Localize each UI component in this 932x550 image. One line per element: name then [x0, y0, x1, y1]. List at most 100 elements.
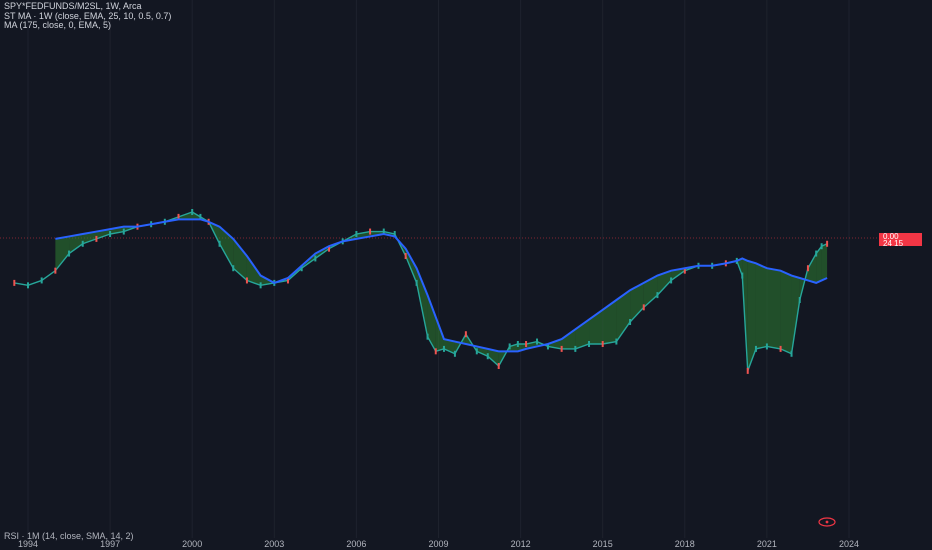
- ma-fill-segment: [233, 238, 247, 281]
- price-point: [754, 345, 757, 352]
- price-point: [393, 231, 396, 237]
- time-axis[interactable]: 1994 1997 2000 2003 2006 2009 2012 2015 2018 2021…: [0, 539, 932, 550]
- ma-fill-segment: [766, 268, 781, 349]
- ma-fill-segment: [55, 236, 70, 271]
- price-point: [404, 253, 407, 259]
- time-axis-tick: 2024: [838, 539, 860, 549]
- ma-fill-segment: [435, 317, 444, 352]
- price-point: [588, 341, 591, 347]
- price-point: [81, 240, 84, 247]
- ma-fill-segment: [110, 226, 124, 234]
- price-point: [426, 333, 429, 340]
- price-point: [218, 240, 221, 247]
- price-point: [40, 277, 43, 284]
- price-point: [434, 348, 437, 355]
- price-point: [68, 250, 71, 257]
- price-point: [122, 228, 125, 235]
- ma-fill-segment: [780, 270, 792, 354]
- ma-fill-segment: [416, 268, 428, 337]
- ma-fill-segment: [487, 348, 499, 366]
- ma-fill-segment: [443, 339, 455, 354]
- price-point: [629, 319, 632, 325]
- price-point: [27, 282, 29, 289]
- price-point: [741, 272, 744, 279]
- ma-fill-segment: [630, 282, 644, 322]
- price-point: [245, 277, 248, 284]
- chart-legend: SPY*FEDFUNDS/M2SL, 1W, Arca ST MA · 1W (…: [4, 1, 172, 31]
- indicator-ma[interactable]: MA (175, close, 0, EMA, 5): [4, 20, 112, 30]
- price-point: [525, 341, 528, 347]
- price-point: [486, 353, 489, 360]
- last-price-badge: 0.00 24 15: [879, 232, 922, 248]
- price-point: [442, 345, 445, 352]
- price-point: [820, 243, 823, 250]
- ma-fill-segment: [509, 344, 518, 352]
- price-point: [464, 331, 467, 338]
- price-point: [95, 235, 98, 242]
- price-point: [826, 240, 829, 247]
- price-point: [746, 367, 749, 374]
- time-axis-tick: 2006: [346, 539, 367, 549]
- ma-fill-segment: [356, 231, 371, 239]
- time-axis-tick: 2021: [756, 539, 777, 549]
- time-axis-tick: 2003: [264, 539, 285, 549]
- price-point: [232, 265, 235, 272]
- time-axis-tick: 1994: [17, 539, 39, 549]
- ma-fill-segment: [791, 275, 800, 354]
- price-point: [475, 348, 478, 355]
- price-point: [382, 228, 385, 235]
- price-point: [815, 250, 818, 257]
- price-point: [656, 292, 659, 299]
- time-axis-tick: 2009: [428, 539, 449, 549]
- price-point: [536, 338, 539, 345]
- price-point: [790, 350, 793, 357]
- ma-fill-segment: [816, 246, 822, 283]
- price-point: [516, 341, 519, 347]
- price-point: [615, 338, 618, 345]
- price-point: [546, 343, 549, 350]
- price-point: [574, 345, 577, 352]
- ma-line: [55, 218, 828, 353]
- time-axis-tick: 2012: [510, 539, 531, 549]
- price-point: [314, 255, 317, 262]
- price-point: [683, 267, 686, 274]
- symbol-title[interactable]: SPY*FEDFUNDS/M2SL, 1W, Arca: [4, 1, 142, 11]
- ma-fill-segment: [246, 256, 261, 286]
- price-point: [286, 277, 289, 284]
- countdown-value: 24 15: [883, 239, 904, 248]
- ma-fill-segment: [643, 275, 658, 308]
- price-point: [355, 231, 358, 237]
- price-point: [109, 231, 112, 237]
- price-point: [199, 213, 202, 220]
- price-point: [508, 343, 511, 350]
- time-axis-tick: 2000: [182, 539, 203, 549]
- price-point: [300, 265, 303, 272]
- price-point: [328, 245, 331, 252]
- ma-fill-segment: [82, 231, 97, 244]
- time-axis-tick: 2018: [674, 539, 695, 549]
- ma-fill-segment: [602, 300, 617, 344]
- price-point: [177, 213, 180, 220]
- price-point: [497, 363, 500, 369]
- price-point: [560, 345, 563, 352]
- ma-fill-segment: [821, 243, 828, 281]
- rsi-indicator-label[interactable]: RSI · 1M (14, close, SMA, 14, 2): [4, 531, 134, 541]
- time-axis-tick: 2015: [592, 539, 613, 549]
- price-point: [798, 297, 801, 303]
- price-point: [779, 345, 782, 352]
- last-price-value: 0.00: [883, 232, 899, 241]
- time-axis-tick: 1997: [100, 539, 121, 549]
- ma-fill-segment: [427, 295, 436, 352]
- price-point: [259, 282, 262, 289]
- ma-fill-segment: [575, 319, 590, 349]
- ma-fill-segment: [657, 270, 672, 296]
- price-point: [601, 341, 604, 347]
- tradingview-logo-icon: [818, 517, 836, 527]
- ma-fill-segment: [69, 234, 83, 254]
- price-point: [765, 343, 768, 350]
- price-point: [369, 228, 372, 235]
- price-point: [806, 265, 809, 272]
- indicator-st-ma[interactable]: ST MA · 1W (close, EMA, 25, 10, 0.5, 0.7…: [4, 10, 172, 21]
